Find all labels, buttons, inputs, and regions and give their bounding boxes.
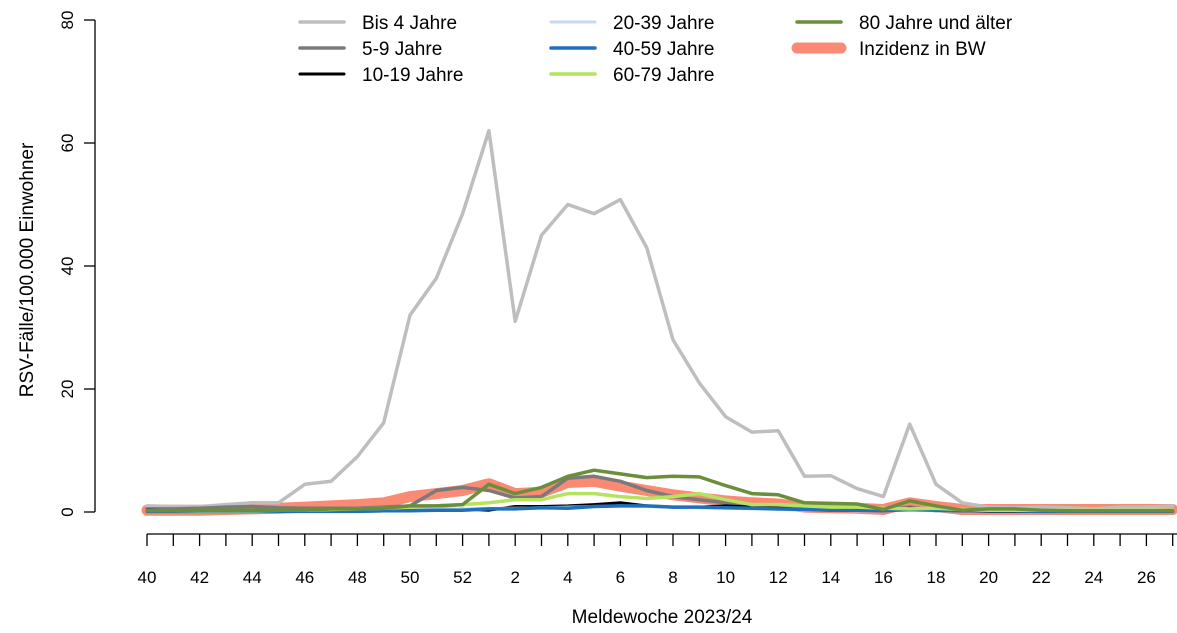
x-tick-label: 20 bbox=[979, 568, 998, 587]
legend-item-0: Bis 4 Jahre bbox=[298, 13, 457, 34]
legend-label: 40-59 Jahre bbox=[613, 39, 714, 60]
legend-item-1: 5-9 Jahre bbox=[298, 39, 442, 60]
y-tick-label: 80 bbox=[58, 11, 77, 30]
x-tick-label: 2 bbox=[510, 568, 519, 587]
x-tick-label: 46 bbox=[295, 568, 314, 587]
x-tick-label: 50 bbox=[401, 568, 420, 587]
legend-label: 80 Jahre und älter bbox=[859, 13, 1013, 34]
legend: Bis 4 Jahre 5-9 Jahre 10-19 Jahre 20-39 Jah… bbox=[298, 13, 1013, 86]
legend-label: Inzidenz in BW bbox=[859, 39, 986, 60]
x-axis: 40 42 44 46 48 50 52 2 4 6 8 10 12 14 16 18 20 22 24 26 bbox=[138, 533, 1177, 587]
x-tick-label: 4 bbox=[563, 568, 572, 587]
legend-item-5: 60-79 Jahre bbox=[549, 65, 714, 86]
series-line-0 bbox=[145, 128, 1175, 511]
y-axis: 0 20 40 60 80 bbox=[58, 11, 96, 517]
y-tick-label: 60 bbox=[58, 134, 77, 153]
y-tick-label: 40 bbox=[58, 257, 77, 276]
x-tick-label: 6 bbox=[616, 568, 625, 587]
legend-label: 10-19 Jahre bbox=[362, 65, 463, 86]
legend-item-6: 80 Jahre und älter bbox=[795, 13, 1013, 34]
legend-label: 60-79 Jahre bbox=[613, 65, 714, 86]
legend-label: 20-39 Jahre bbox=[613, 13, 714, 34]
x-tick-label: 44 bbox=[243, 568, 262, 587]
x-tick-label: 14 bbox=[821, 568, 840, 587]
legend-item-2: 10-19 Jahre bbox=[298, 65, 463, 86]
x-tick-label: 52 bbox=[453, 568, 472, 587]
x-tick-label: 16 bbox=[874, 568, 893, 587]
x-tick-label: 18 bbox=[927, 568, 946, 587]
x-tick-label: 26 bbox=[1137, 568, 1156, 587]
y-tick-label: 0 bbox=[58, 507, 77, 516]
legend-label: Bis 4 Jahre bbox=[362, 13, 457, 34]
plot-area bbox=[141, 128, 1177, 516]
x-tick-label: 24 bbox=[1084, 568, 1103, 587]
series-line-6 bbox=[145, 468, 1175, 513]
y-tick-label: 20 bbox=[58, 380, 77, 399]
x-tick-label: 48 bbox=[348, 568, 367, 587]
x-tick-label: 22 bbox=[1032, 568, 1051, 587]
legend-label: 5-9 Jahre bbox=[362, 39, 442, 60]
legend-item-3: 20-39 Jahre bbox=[549, 13, 714, 34]
x-axis-title: Meldewoche 2023/24 bbox=[572, 607, 753, 628]
x-tick-label: 12 bbox=[769, 568, 788, 587]
y-axis-title: RSV-Fälle/100.000 Einwohner bbox=[17, 142, 38, 397]
x-tick-label: 40 bbox=[138, 568, 157, 587]
x-tick-label: 8 bbox=[668, 568, 677, 587]
legend-item-7: Inzidenz in BW bbox=[791, 39, 986, 60]
x-tick-label: 10 bbox=[716, 568, 735, 587]
x-tick-label: 42 bbox=[190, 568, 209, 587]
legend-item-4: 40-59 Jahre bbox=[549, 39, 714, 60]
